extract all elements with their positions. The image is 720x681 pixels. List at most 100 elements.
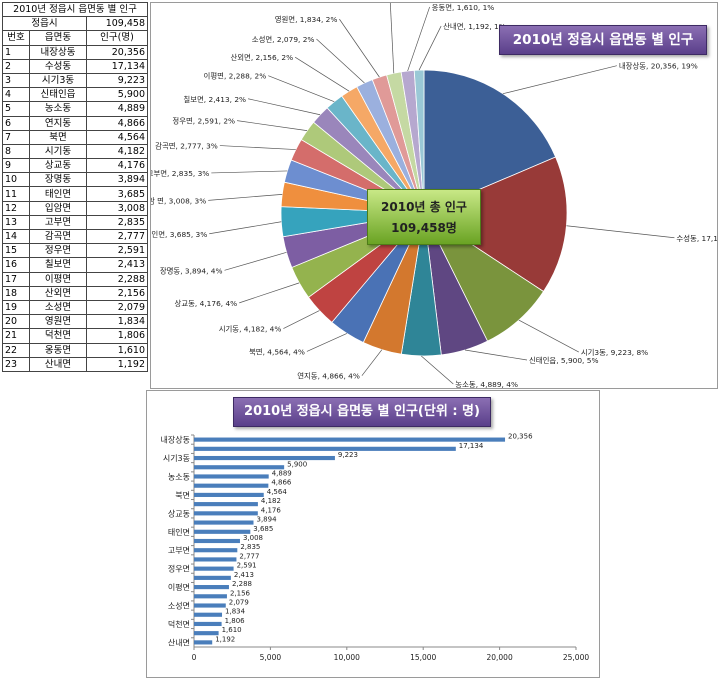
table-cell-number: 15 xyxy=(2,243,30,259)
pie-leader-line xyxy=(407,6,430,72)
table-cell-number: 4 xyxy=(2,87,30,103)
bar-value-label: 2,591 xyxy=(237,562,257,570)
table-cell-number: 7 xyxy=(2,129,30,145)
table-cell-district: 장명동 xyxy=(29,172,87,188)
bar-value-label: 3,685 xyxy=(253,525,273,533)
pie-data-label: 장명동, 3,894, 4% xyxy=(160,266,223,275)
pie-leader-line xyxy=(361,349,383,376)
bar xyxy=(194,502,258,507)
table-cell-district: 신태인읍 xyxy=(29,87,87,103)
table-cell-population: 3,685 xyxy=(86,186,148,202)
bar-value-label: 3,008 xyxy=(243,534,263,542)
bar xyxy=(194,474,269,479)
bar-value-label: 17,134 xyxy=(459,442,484,450)
table-row: 16 칠보면 2,413 xyxy=(2,257,148,273)
table-row: 1 내장상동 20,356 xyxy=(2,44,148,60)
bar-value-label: 2,079 xyxy=(229,599,249,607)
pie-data-label: 북면, 4,564, 4% xyxy=(249,347,305,356)
table-cell-number: 3 xyxy=(2,72,30,89)
bar-value-label: 2,156 xyxy=(230,589,251,597)
table-cell-number: 14 xyxy=(2,228,30,245)
bar-x-tick-label: 15,000 xyxy=(410,653,436,662)
table-cell-number: 11 xyxy=(2,186,30,202)
table-row: 5 농소동 4,889 xyxy=(2,101,148,117)
bar-value-label: 2,835 xyxy=(240,543,260,551)
table-cell-district: 내장상동 xyxy=(29,44,87,60)
table-cell-district: 연지동 xyxy=(29,115,87,131)
table-cell-population: 2,079 xyxy=(86,299,148,316)
bar xyxy=(194,465,285,470)
table-cell-population: 3,008 xyxy=(86,200,148,216)
table-cell-population: 2,835 xyxy=(86,214,148,231)
population-table: 2010년 정읍시 읍면동 별 인구 정읍시 109,458 번호 읍면동 인구(명) 1 내… xyxy=(2,1,148,372)
table-cell-district: 입암면 xyxy=(29,200,87,216)
table-row: 9 상교동 4,176 xyxy=(2,158,148,174)
pie-data-label: 내장상동, 20,356, 19% xyxy=(619,62,698,71)
pie-data-label: 연지동, 4,866, 4% xyxy=(297,372,360,381)
table-cell-population: 4,176 xyxy=(86,158,148,174)
table-cell-population: 4,866 xyxy=(86,115,148,131)
pie-data-label: 소성면, 2,079, 2% xyxy=(252,35,315,44)
table-cell-number: 12 xyxy=(2,200,30,216)
bar-value-label: 20,356 xyxy=(508,433,533,441)
table-row: 12 입암면 3,008 xyxy=(2,200,148,216)
bar-value-label: 9,223 xyxy=(338,451,358,459)
bar-value-label: 1,192 xyxy=(215,635,235,643)
pie-chart-panel: 내장상동, 20,356, 19% 수성동, 17,134, 16% 시기3동, 9… xyxy=(141,0,720,389)
pie-leader-line xyxy=(339,18,380,78)
table-total-row: 정읍시 109,458 xyxy=(2,16,148,32)
table-cell-number: 1 xyxy=(2,44,30,60)
pie-leader-line xyxy=(518,319,579,353)
table-row: 20 영원면 1,834 xyxy=(2,314,148,330)
pie-leader-line xyxy=(219,145,296,150)
table-row: 15 정우면 2,591 xyxy=(2,243,148,259)
pie-data-label: 태인면, 3,685, 3% xyxy=(151,230,207,239)
table-cell-district: 농소동 xyxy=(29,101,87,117)
table-row: 11 태인면 3,685 xyxy=(2,186,148,202)
bar xyxy=(194,603,226,608)
table-row: 18 산외면 2,156 xyxy=(2,285,148,301)
pie-leader-line xyxy=(316,38,365,84)
total-population-box: 2010년 총 인구 109,458명 xyxy=(367,189,481,245)
table-cell-population: 1,192 xyxy=(86,356,148,372)
pie-leader-line xyxy=(502,65,617,95)
bar-value-label: 4,889 xyxy=(272,469,292,477)
table-cell-population: 1,834 xyxy=(86,314,148,330)
table-cell-district: 시기동 xyxy=(29,143,87,160)
bar-category-label: 산내면 xyxy=(168,637,190,647)
bar-category-label: 고부면 xyxy=(168,545,190,555)
table-cell-number: 13 xyxy=(2,214,30,231)
bar xyxy=(194,566,234,571)
table-cell-population: 1,610 xyxy=(86,342,148,358)
pie-data-label: 농소동, 4,889, 4% xyxy=(455,380,518,388)
bar-x-tick-label: 10,000 xyxy=(334,653,360,662)
table-cell-district: 시기3동 xyxy=(29,72,87,89)
pie-leader-line xyxy=(208,193,283,201)
bar-category-label: 시기3동 xyxy=(163,454,190,463)
table-cell-population: 5,900 xyxy=(86,87,148,103)
table-cell-population: 3,894 xyxy=(86,172,148,188)
pie-data-label: 산외면, 2,156, 2% xyxy=(230,53,293,62)
pie-data-label: 산내면, 1,192, 1% xyxy=(443,22,506,31)
table-cell-district: 칠보면 xyxy=(29,257,87,273)
table-cell-number: 20 xyxy=(2,314,30,330)
bar-value-label: 4,564 xyxy=(267,488,288,496)
total-population-value: 109,458명 xyxy=(391,221,457,235)
table-cell-district: 영원면 xyxy=(29,314,87,330)
bar-chart-title: 2010년 정읍시 읍면동 별 인구(단위 : 명) xyxy=(233,397,491,427)
bar-category-label: 정우면 xyxy=(168,564,190,574)
table-cell-population: 2,591 xyxy=(86,243,148,259)
table-cell-district: 산내면 xyxy=(29,356,87,372)
table-cell-district: 감곡면 xyxy=(29,228,87,245)
table-row: 10 장명동 3,894 xyxy=(2,172,148,188)
table-cell-population: 2,777 xyxy=(86,228,148,245)
bar xyxy=(194,446,456,451)
total-population-label: 2010년 총 인구 xyxy=(381,200,467,214)
table-row: 3 시기3동 9,223 xyxy=(2,72,148,89)
table-row: 8 시기동 4,182 xyxy=(2,143,148,160)
bar xyxy=(194,557,237,562)
pie-leader-line xyxy=(306,333,348,352)
pie-leader-line xyxy=(209,221,282,235)
table-cell-number: 17 xyxy=(2,271,30,287)
pie-data-label: 신태인읍, 5,900, 5% xyxy=(529,356,598,365)
